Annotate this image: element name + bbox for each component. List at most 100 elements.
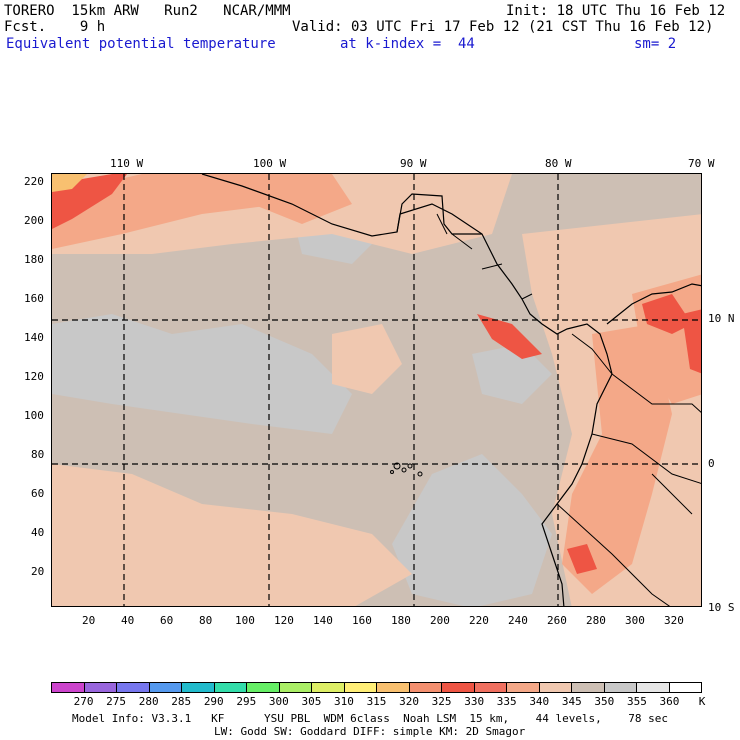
y-tick-label: 80 (31, 448, 45, 461)
colorbar-label: 270 (73, 695, 94, 708)
x-tick-label: 160 (352, 614, 372, 627)
lon-label-100w: 100 W (253, 157, 287, 170)
x-tick-label: 280 (586, 614, 606, 627)
colorbar-cell (637, 683, 670, 692)
salmon-region-andes (562, 324, 672, 594)
colorbar-label: 295 (236, 695, 257, 708)
colorbar-cell (539, 683, 572, 692)
x-tick-label: 120 (274, 614, 294, 627)
x-tick-label: 100 (235, 614, 255, 627)
lon-label-80w: 80 W (545, 157, 572, 170)
x-tick-label: 40 (121, 614, 135, 627)
x-tick-label: 180 (391, 614, 411, 627)
colorbar-cell (214, 683, 247, 692)
colorbar-label: 320 (399, 695, 419, 708)
colorbar-label: 350 (594, 695, 615, 708)
lat-label-10s: 10 S (708, 601, 735, 614)
colorbar-label: 345 (561, 695, 582, 708)
grey-region-west (52, 314, 352, 434)
colorbar-label: 355 (626, 695, 647, 708)
x-tick-label: 320 (664, 614, 684, 627)
x-tick-label: 260 (547, 614, 567, 627)
y-tick-label: 160 (24, 292, 44, 305)
colorbar-label: 340 (529, 695, 550, 708)
x-tick-label: 200 (430, 614, 450, 627)
colorbar-cell (572, 683, 605, 692)
model-title: TORERO 15km ARW Run2 NCAR/MMM (4, 3, 291, 19)
grey-region-mid (472, 344, 552, 404)
colorbar-label: 310 (334, 695, 354, 708)
x-tick-label: 220 (469, 614, 489, 627)
country-borders (436, 213, 701, 606)
coastline-central-america (201, 174, 613, 606)
yellow-region-corner (52, 174, 87, 192)
y-tick-label: 180 (24, 253, 44, 266)
colorbar-label: 285 (171, 695, 192, 708)
grey-region-central (392, 454, 552, 606)
y-tick-label: 120 (24, 370, 44, 383)
x-tick-label: 60 (160, 614, 174, 627)
red-region-venezuela (682, 309, 701, 374)
lat-label-10n: 10 N (708, 312, 735, 325)
lon-label-110w: 110 W (110, 157, 144, 170)
colorbar-label: 360 (659, 695, 680, 708)
colorbar-cell (247, 683, 280, 692)
forecast-hour: Fcst. 9 h (4, 19, 106, 35)
valid-time: Valid: 03 UTC Fri 17 Feb 12 (21 CST Thu … (292, 19, 714, 35)
colorbar (51, 682, 702, 693)
y-tick-label: 220 (24, 175, 44, 188)
map-canvas (52, 174, 701, 606)
colorbar-label: 330 (464, 695, 485, 708)
red-region-peru (567, 544, 597, 574)
smoothing-info: sm= 2 (634, 36, 677, 52)
colorbar-cell (279, 683, 312, 692)
colorbar-cell (409, 683, 442, 692)
model-info: Model Info: V3.3.1 KF YSU PBL WDM 6class… (72, 712, 669, 725)
x-tick-label: 80 (199, 614, 213, 627)
y-tick-label: 200 (24, 214, 44, 227)
colorbar-label: 305 (301, 695, 322, 708)
y-tick-label: 40 (31, 526, 45, 539)
y-tick-label: 20 (31, 565, 45, 578)
warm-blob (332, 324, 402, 394)
y-tick-label: 100 (24, 409, 44, 422)
colorbar-cell (344, 683, 377, 692)
colorbar-cell (377, 683, 410, 692)
level-info: at k-index = 44 (340, 36, 475, 52)
colorbar-cell (117, 683, 150, 692)
colorbar-label: 335 (496, 695, 517, 708)
colorbar-label: 280 (138, 695, 159, 708)
colorbar-cell (442, 683, 475, 692)
init-time: Init: 18 UTC Thu 16 Feb 12 (506, 3, 726, 19)
x-tick-label: 20 (82, 614, 96, 627)
lon-label-70w: 70 W (688, 157, 715, 170)
colorbar-label: 290 (203, 695, 224, 708)
lat-label-0: 0 (708, 457, 715, 470)
colorbar-cell (182, 683, 215, 692)
colorbar-label: K (698, 695, 706, 708)
red-region-costa-rica (477, 314, 542, 359)
colorbar-cell (52, 683, 85, 692)
colorbar-label: 325 (431, 695, 452, 708)
y-tick-label: 60 (31, 487, 45, 500)
colorbar-cell (149, 683, 182, 692)
theta-e-map (51, 173, 702, 607)
red-region-colombia (642, 294, 692, 334)
field-name: Equivalent potential temperature (6, 36, 276, 52)
warm-region-south (52, 464, 412, 606)
x-tick-label: 140 (313, 614, 333, 627)
colorbar-cell (84, 683, 117, 692)
y-tick-label: 140 (24, 331, 44, 344)
physics-info: LW: Godd SW: Goddard DIFF: simple KM: 2D… (214, 725, 526, 738)
x-tick-label: 300 (625, 614, 645, 627)
colorbar-cell (669, 683, 701, 692)
colorbar-cell (507, 683, 540, 692)
graticule (52, 174, 701, 606)
x-tick-label: 240 (508, 614, 528, 627)
colorbar-cell (604, 683, 637, 692)
galapagos-islands (390, 462, 423, 477)
colorbar-label: 300 (268, 695, 289, 708)
colorbar-cell (312, 683, 345, 692)
colorbar-cell (474, 683, 507, 692)
colorbar-label: 315 (366, 695, 387, 708)
